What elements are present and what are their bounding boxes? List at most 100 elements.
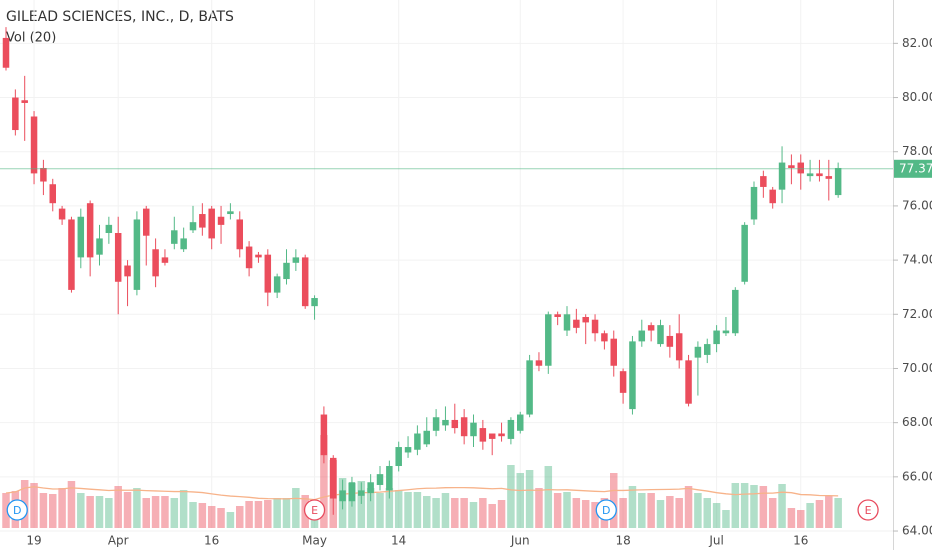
volume-bar (778, 484, 786, 528)
x-tick-label: Apr (108, 534, 129, 548)
candle-body (675, 333, 683, 361)
candle-body (657, 325, 664, 345)
candle-body (806, 173, 814, 177)
candle-body (563, 314, 571, 331)
candle-body (301, 257, 309, 307)
candle-body (834, 167, 842, 196)
candle-body (367, 482, 374, 494)
volume-bar (198, 503, 207, 528)
candle-body (825, 176, 833, 179)
candle-body (414, 433, 421, 450)
candle-body (330, 457, 337, 499)
volume-bar (834, 498, 842, 528)
candle-body (404, 447, 412, 453)
volume-bar (441, 493, 450, 528)
candle-body (96, 238, 103, 255)
volume-bar (385, 488, 394, 528)
y-tick-label: 66.00 (902, 469, 932, 483)
candle-body (507, 419, 515, 439)
y-tick-label: 70.00 (902, 361, 932, 375)
volume-bar (815, 500, 824, 528)
volume-bar (451, 498, 459, 528)
candle-body (498, 433, 505, 437)
candle-body (283, 262, 290, 280)
event-marker (857, 499, 879, 521)
volume-bar (638, 493, 646, 528)
candle-body (610, 338, 617, 366)
y-tick-label: 80.00 (902, 90, 932, 104)
candle-body (535, 360, 543, 366)
candle-body (750, 186, 758, 220)
event-label: D (602, 504, 610, 517)
volume-bar (151, 496, 160, 528)
candle-body (292, 257, 300, 263)
candle-body (236, 219, 243, 250)
candle-body (713, 330, 720, 345)
volume-bar (394, 490, 403, 528)
volume-bar (722, 510, 730, 528)
volume-bar (712, 503, 721, 528)
volume-bar (516, 473, 524, 528)
candle-body (395, 447, 402, 467)
y-tick-label: 82.00 (902, 36, 932, 50)
candle-body (171, 230, 178, 244)
candle-body (460, 417, 468, 437)
candle-body (255, 254, 262, 258)
volume-bar (123, 492, 132, 528)
volume-bar (133, 488, 141, 528)
volume-bar (226, 512, 235, 528)
candle-body (227, 211, 234, 215)
volume-bar (142, 498, 150, 528)
x-tick-label: 18 (615, 534, 630, 548)
volume-bar (273, 498, 281, 528)
candle-body (152, 249, 159, 277)
candle-body (199, 214, 206, 228)
candle-body (12, 97, 19, 131)
x-tick-label: 16 (793, 534, 808, 548)
volume-bar (86, 496, 94, 528)
x-tick-label: Jun (510, 534, 530, 548)
volume-bar (535, 488, 543, 528)
volume-bar (675, 498, 683, 528)
candle-body (573, 319, 580, 328)
candle-body (68, 219, 75, 290)
volume-bar (572, 498, 581, 528)
volume-bar (413, 492, 422, 528)
volume-bar (2, 493, 10, 528)
candle-body (348, 482, 356, 502)
volume-bar (320, 435, 328, 528)
volume-bar (619, 498, 627, 528)
volume-bar (432, 498, 440, 528)
candle-body (21, 100, 28, 103)
volume-bar (77, 493, 85, 528)
volume-bar (507, 465, 515, 528)
grid (0, 0, 893, 532)
volume-bar (217, 508, 225, 528)
volume-bar (254, 501, 263, 528)
x-tick-label: 19 (26, 534, 41, 548)
volume-bar (479, 498, 487, 528)
candle-body (760, 176, 767, 187)
candle-body (376, 474, 384, 485)
candle-body (732, 289, 739, 334)
candle-body (517, 414, 524, 431)
candle-body (77, 216, 85, 258)
volume-bar (666, 496, 674, 528)
volume-bar (366, 488, 375, 528)
candle-body (273, 276, 281, 293)
candle-body (629, 341, 636, 410)
volume-bar (49, 494, 57, 528)
volume-bar (581, 500, 590, 528)
candle-body (647, 325, 655, 331)
volume-bar (488, 504, 496, 528)
volume-bar (525, 470, 534, 528)
volume-bar (750, 485, 758, 528)
candle-body (488, 433, 496, 439)
candle-body (105, 224, 113, 234)
event-label: E (311, 504, 318, 517)
candle-body (386, 466, 393, 491)
last-price-label: 77.37 (899, 161, 932, 175)
volume-bar (30, 483, 38, 528)
volume-bar (292, 488, 300, 528)
